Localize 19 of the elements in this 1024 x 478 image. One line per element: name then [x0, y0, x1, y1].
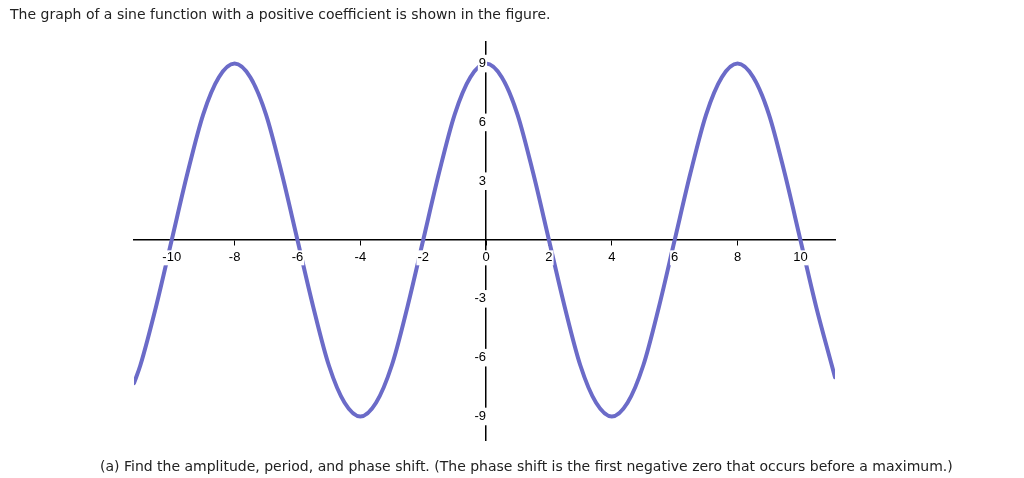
x-tick-label: -6: [291, 249, 304, 265]
y-tick-label: 9: [478, 55, 487, 71]
y-tick-label: -6: [474, 349, 487, 365]
x-tick-label: 8: [733, 249, 742, 265]
y-tick-label: 3: [478, 172, 487, 188]
y-tick-label: -9: [474, 408, 487, 424]
y-tick-label: 6: [478, 113, 487, 129]
x-tick-label: -8: [228, 249, 241, 265]
chart-title: The graph of a sine function with a positive coefficient is shown in the figure.: [10, 6, 551, 22]
x-tick-label: 0: [482, 249, 490, 265]
x-tick-label: 10: [793, 249, 808, 265]
x-tick-label: 4: [608, 249, 616, 265]
x-tick-label: 6: [671, 249, 679, 265]
y-tick-label: -3: [474, 290, 487, 306]
x-tick-label: 2: [545, 249, 553, 265]
x-tick-label: -4: [354, 249, 367, 265]
x-tick-label: -10: [162, 249, 182, 265]
text: (a) Find the amplitude, period, and phase shift. (The phase shift is the first negative zero that occurs before a maximum.): [100, 458, 953, 474]
x-tick-label: -2: [417, 249, 429, 265]
